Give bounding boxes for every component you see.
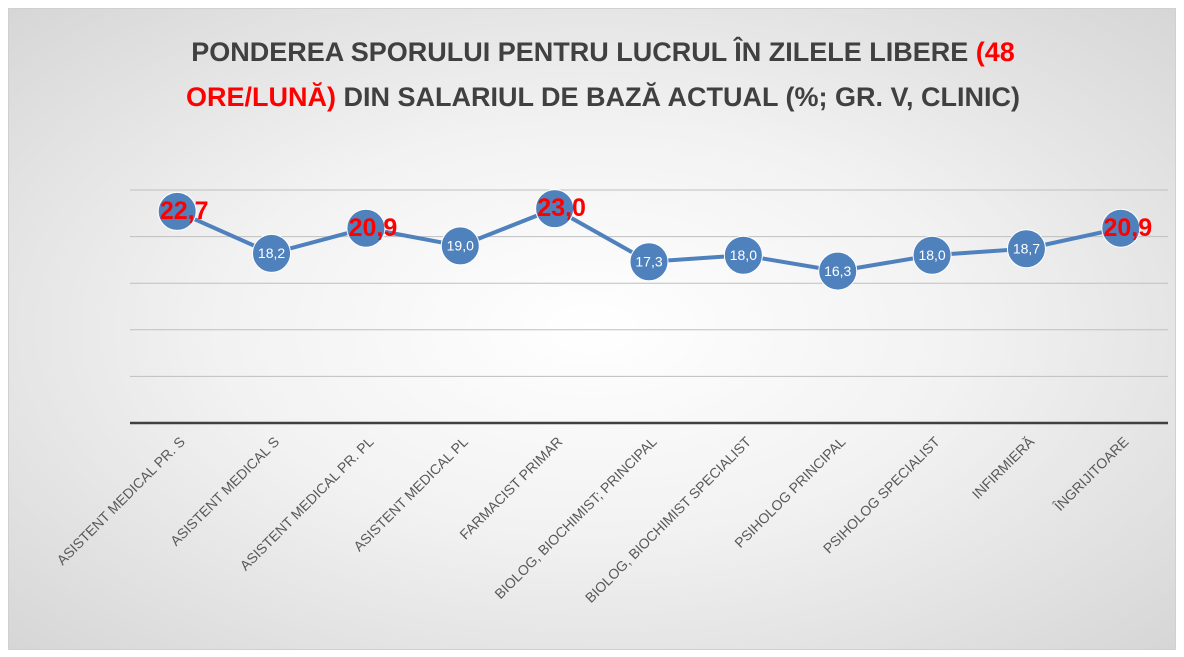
data-label: 17,3 — [635, 253, 662, 269]
data-label: 16,3 — [824, 263, 851, 279]
data-label: 18,2 — [258, 245, 285, 261]
x-tick-label: ASISTENT MEDICAL S — [167, 433, 282, 548]
chart-title: PONDEREA SPORULUI PENTRU LUCRUL ÎN ZILEL… — [128, 30, 1078, 120]
data-label: 20,9 — [349, 214, 398, 242]
marker — [346, 208, 386, 248]
marker — [818, 251, 858, 291]
marker — [1101, 208, 1141, 248]
data-label: 20,9 — [1103, 214, 1152, 242]
data-label: 18,7 — [1013, 240, 1040, 256]
title-part: (48 ORE/LUNĂ) — [185, 37, 1015, 112]
x-tick-label: ASISTENT MEDICAL PR. S — [53, 433, 188, 568]
marker — [252, 233, 292, 273]
data-label: 18,0 — [918, 247, 945, 263]
x-tick-label: ÎNGRIJITOARE — [1050, 433, 1131, 514]
marker — [723, 235, 763, 275]
data-label: 22,7 — [160, 197, 209, 225]
x-tick-label: FARMACIST PRIMAR — [456, 433, 565, 542]
data-label: 19,0 — [447, 238, 474, 254]
title-part: DIN SALARIUL DE BAZĂ ACTUAL (%; GR. V, C… — [335, 82, 1020, 112]
marker — [629, 242, 669, 282]
x-tick-label: BIOLOG, BIOCHIMIST; PRINCIPAL — [491, 433, 660, 602]
marker — [157, 191, 197, 231]
chart-background — [8, 8, 1176, 650]
marker — [440, 226, 480, 266]
title-part: PONDEREA SPORULUI PENTRU LUCRUL ÎN ZILEL… — [191, 37, 976, 67]
marker — [912, 235, 952, 275]
data-label: 18,0 — [730, 247, 757, 263]
marker — [535, 189, 575, 229]
x-tick-label: INFIRMIERĂ — [969, 433, 1038, 502]
data-label: 23,0 — [537, 194, 586, 222]
marker — [1006, 229, 1046, 269]
x-tick-label: BIOLOG, BIOCHIMIST SPECIALIST — [582, 433, 755, 606]
